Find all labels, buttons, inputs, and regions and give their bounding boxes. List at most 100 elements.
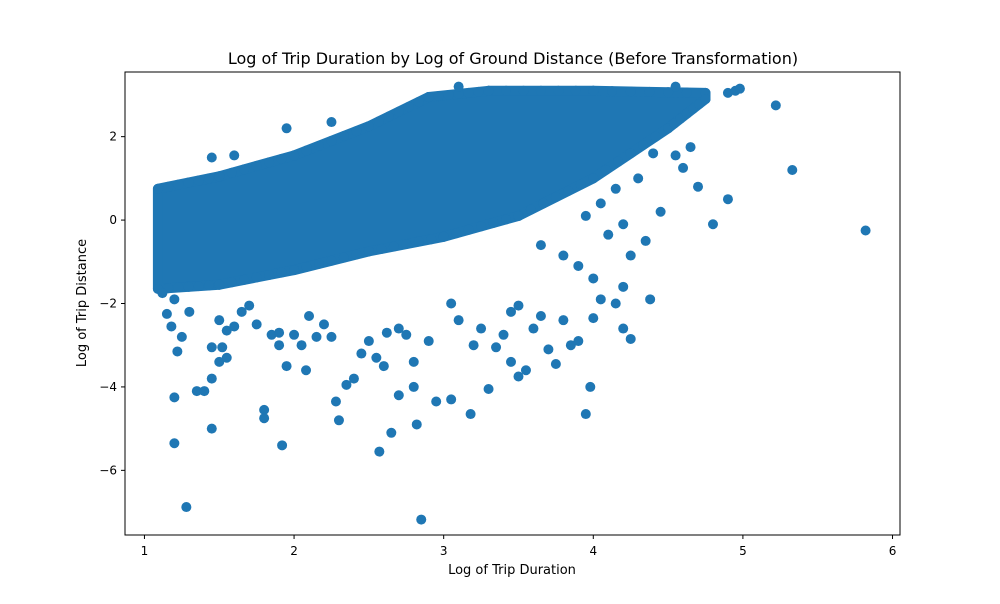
data-point — [655, 206, 666, 217]
data-point — [341, 379, 352, 390]
data-point — [498, 329, 509, 340]
band-edge-point — [513, 210, 524, 221]
x-axis: 1 2 3 4 5 6 — [141, 535, 896, 558]
band-edge-point — [613, 156, 624, 167]
band-edge-point — [338, 252, 349, 263]
data-point — [491, 342, 502, 353]
band-edge-point — [638, 139, 649, 150]
data-point — [206, 342, 217, 353]
data-point — [363, 336, 374, 347]
data-point — [393, 390, 404, 401]
band-edge-point — [264, 157, 275, 168]
band-edge-point — [563, 185, 574, 196]
data-point — [259, 413, 270, 424]
band-edge-point — [553, 85, 564, 96]
y-tick-label: −2 — [99, 297, 117, 311]
data-point — [296, 340, 307, 351]
band-edge-point — [403, 101, 414, 112]
data-point — [633, 173, 644, 184]
data-point — [356, 348, 367, 359]
band-edge-point — [473, 86, 484, 97]
band-edge-point — [239, 274, 250, 285]
data-point — [381, 327, 392, 338]
data-point — [513, 300, 524, 311]
band-edge-point — [438, 231, 449, 242]
data-point — [565, 340, 576, 351]
band-edge-point — [183, 281, 194, 292]
data-point — [595, 198, 606, 209]
band-edge-point — [363, 246, 374, 257]
data-point — [648, 148, 659, 159]
data-point — [157, 288, 168, 299]
data-point — [221, 352, 232, 363]
data-point — [281, 123, 292, 134]
data-point — [326, 331, 337, 342]
band-edge-point — [433, 90, 444, 101]
data-point — [483, 384, 494, 395]
data-point — [446, 298, 457, 309]
band-edge-point — [239, 164, 250, 175]
x-tick-label: 5 — [739, 544, 747, 558]
band-edge-point — [443, 89, 454, 100]
data-point — [214, 315, 225, 326]
data-point — [333, 415, 344, 426]
data-point — [465, 409, 476, 420]
data-point — [229, 321, 240, 332]
band-edge-point — [301, 145, 312, 156]
data-point — [453, 315, 464, 326]
data-point — [206, 373, 217, 384]
band-edge-point — [251, 272, 262, 283]
band-edge-point — [600, 165, 611, 176]
data-point — [289, 329, 300, 340]
data-point — [166, 321, 177, 332]
data-point — [318, 319, 329, 330]
band-edge-point — [483, 85, 494, 96]
band-edge-point — [214, 279, 225, 290]
band-edge-point — [501, 214, 512, 225]
band-edge-point — [663, 87, 674, 98]
data-point — [206, 423, 217, 434]
band-edge-point — [488, 217, 499, 228]
data-point — [181, 502, 192, 513]
data-point — [535, 311, 546, 322]
plot-area — [152, 81, 871, 525]
data-point — [184, 306, 195, 317]
band-edge-point — [588, 173, 599, 184]
data-point — [281, 361, 292, 372]
band-edge-point — [383, 111, 394, 122]
data-point — [645, 294, 656, 305]
data-point — [625, 250, 636, 261]
data-point — [393, 323, 404, 334]
band-edge-point — [681, 87, 692, 98]
band-edge-point — [426, 234, 437, 245]
band-edge-point — [625, 86, 636, 97]
data-point — [550, 358, 561, 369]
data-point — [535, 240, 546, 251]
data-point — [172, 346, 183, 357]
data-point — [573, 336, 584, 347]
band-edge-point — [163, 181, 174, 192]
band-edge-point — [700, 94, 711, 105]
band-edge-point — [413, 236, 424, 247]
band-edge-point — [204, 173, 215, 184]
data-point — [401, 329, 412, 340]
band-edge-point — [276, 267, 287, 278]
y-tick-label: 0 — [109, 213, 117, 227]
data-point — [588, 313, 599, 324]
data-point — [386, 427, 397, 438]
band-edge-point — [313, 258, 324, 269]
data-point — [229, 150, 240, 161]
data-point — [618, 219, 629, 230]
band-edge-point — [338, 130, 349, 141]
y-axis-label: Log of Trip Distance — [75, 239, 90, 367]
data-point — [206, 152, 217, 163]
band-edge-point — [301, 262, 312, 273]
band-edge-point — [451, 228, 462, 239]
data-point — [678, 162, 689, 173]
band-edge-point — [606, 86, 617, 97]
data-point — [476, 323, 487, 334]
band-edge-point — [226, 167, 237, 178]
band-edge-point — [173, 179, 184, 190]
